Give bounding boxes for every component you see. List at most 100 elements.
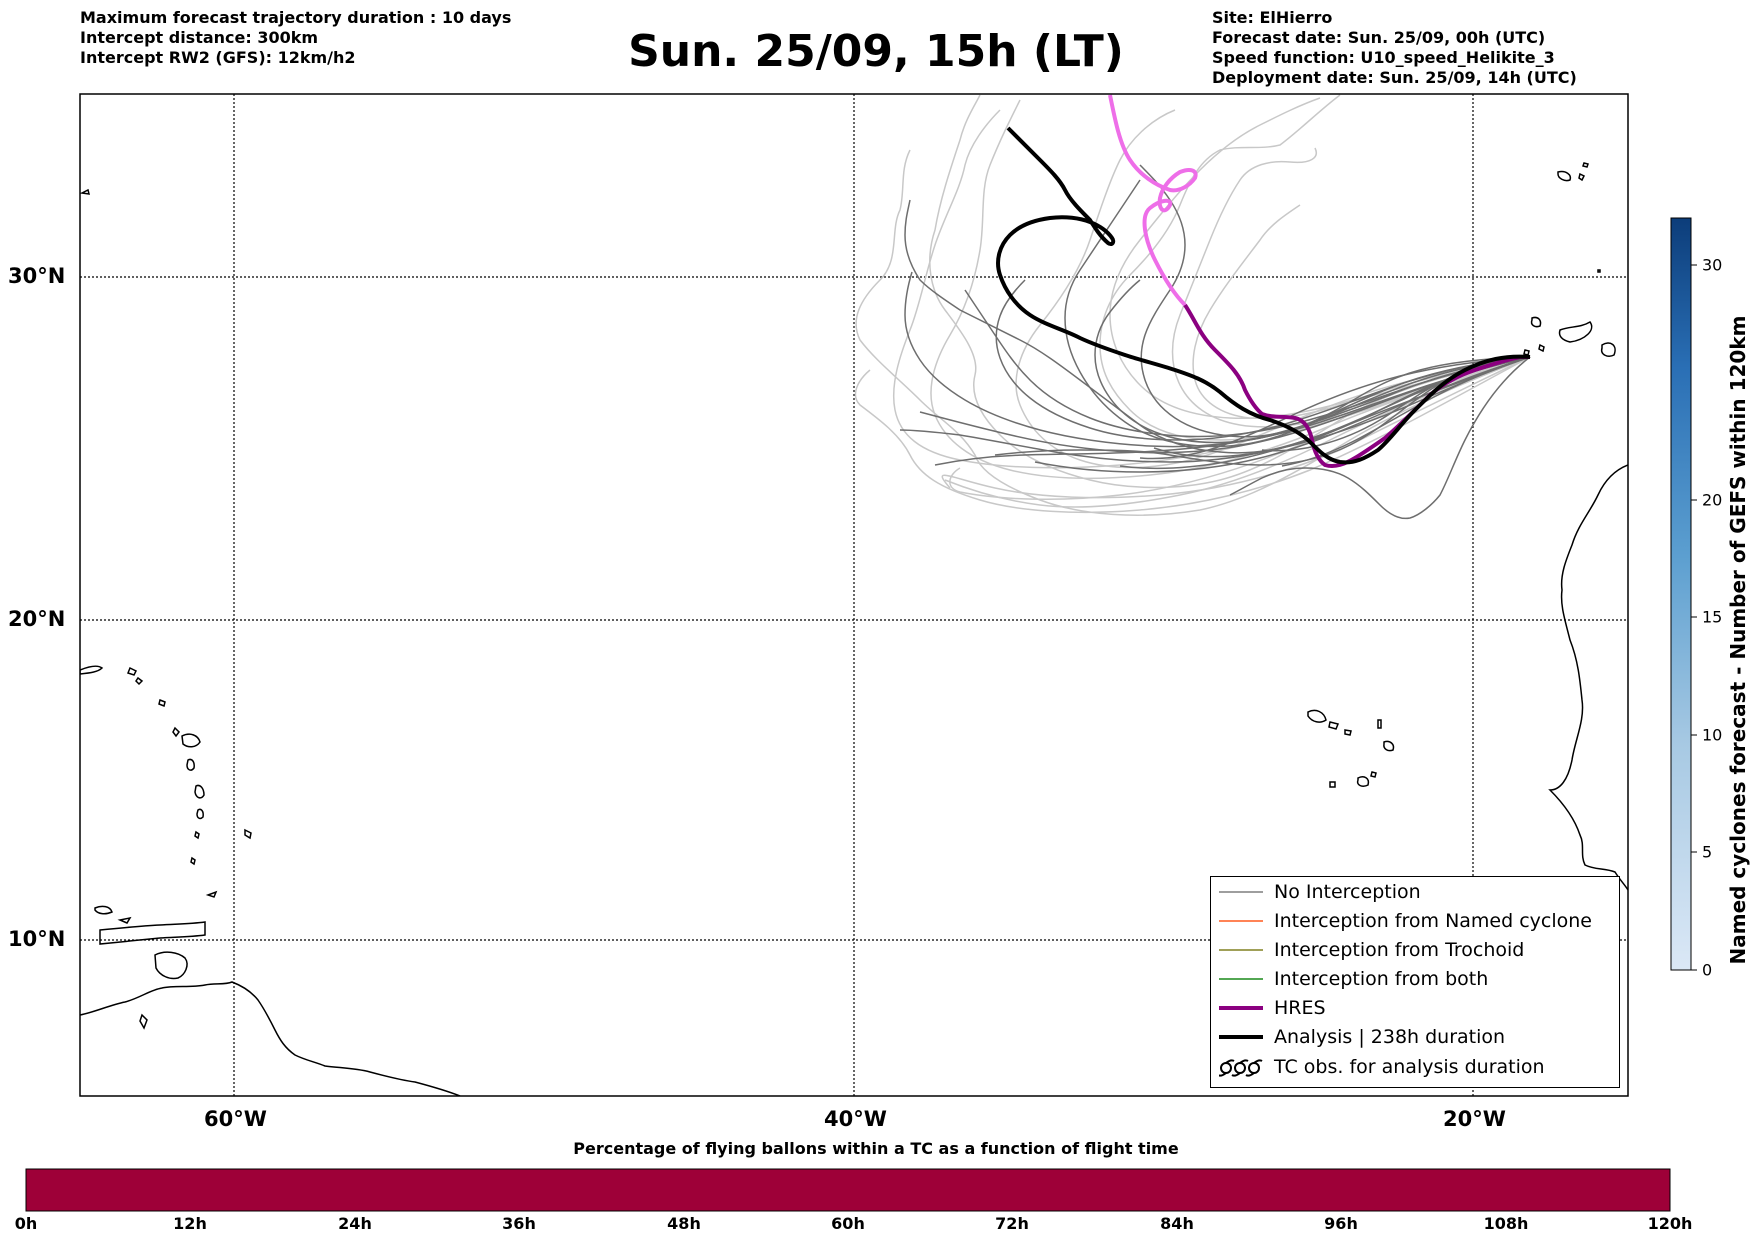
island-cape-verde-2: [1328, 721, 1340, 730]
lat-label-30n: 30°N: [8, 264, 66, 288]
island-canary-1: [1530, 316, 1542, 328]
site-text: Site: ElHierro: [1212, 8, 1333, 27]
max-duration-text: Maximum forecast trajectory duration : 1…: [80, 8, 512, 27]
speed-function-text: Speed function: U10_speed_Helikite_3: [1212, 48, 1555, 67]
lat-label-10n: 10°N: [8, 927, 66, 951]
trajectory-light: [854, 356, 1531, 514]
island-trinidad-small: [139, 1013, 148, 1030]
flight-bar-tick: 120h: [1647, 1214, 1693, 1233]
lon-label-60w: 60°W: [204, 1107, 267, 1131]
trajectory-dark: [994, 356, 1531, 466]
trajectory-dark: [1139, 164, 1531, 438]
island-cape-verde-1: [1307, 709, 1327, 723]
island-aruba: [94, 905, 113, 915]
island-cape-verde-4: [1383, 740, 1395, 752]
island-canary-3: [1538, 343, 1545, 353]
flight-bar-title: Percentage of flying ballons within a TC…: [573, 1139, 1179, 1158]
flight-bar-tick: 12h: [173, 1214, 207, 1233]
coastline-venezuela-east: [99, 921, 206, 945]
island-selvagens: [1597, 269, 1601, 273]
flight-bar-tick: 24h: [338, 1214, 372, 1233]
island-barbados: [244, 828, 252, 840]
island-small-3: [158, 698, 166, 708]
colorbar-tick: 15: [1702, 607, 1723, 627]
trajectory-dark: [995, 279, 1531, 441]
flight-bar-tick: 108h: [1483, 1214, 1529, 1233]
island-cape-verde-8: [1370, 771, 1377, 778]
tc-symbol-icon: [1219, 1059, 1263, 1077]
trajectory-light: [929, 94, 1531, 489]
island-canary-4: [1600, 342, 1616, 357]
island-madeira-2: [1578, 172, 1586, 182]
island-small-4: [172, 726, 180, 738]
island-canary-5: [1523, 349, 1530, 356]
island-st-vincent: [194, 830, 200, 840]
coastline-south-america: [80, 981, 461, 1096]
island-cape-verde-5: [1377, 719, 1382, 729]
colorbar-tick: 20: [1702, 490, 1723, 510]
flight-bar-tick: 96h: [1324, 1214, 1358, 1233]
flight-bar-tick: 84h: [1160, 1214, 1194, 1233]
trajectory-dark: [964, 289, 1531, 438]
island-madeira: [1557, 170, 1572, 182]
island-martinique: [194, 784, 205, 799]
island-canary-2: [1558, 321, 1593, 343]
colorbar: [1670, 217, 1697, 971]
island-small-2: [135, 676, 144, 686]
deployment-date-text: Deployment date: Sun. 25/09, 14h (UTC): [1212, 68, 1577, 87]
trajectory-dark: [1281, 356, 1531, 467]
lon-label-40w: 40°W: [824, 1107, 887, 1131]
trajectory-dark: [904, 199, 1531, 454]
lat-label-20n: 20°N: [8, 607, 66, 631]
colorbar-tick: 10: [1702, 725, 1723, 745]
island-cape-verde-7: [1329, 781, 1336, 788]
island-cape-verde-3: [1344, 729, 1352, 736]
colorbar-tick: 0: [1702, 960, 1713, 980]
trajectory-dark: [1139, 356, 1531, 460]
hres-trajectory-light: [1108, 94, 1198, 307]
flight-bar-fill: [25, 1168, 1671, 1212]
colorbar-label: Named cyclones forecast - Number of GEFS…: [1726, 315, 1750, 965]
lon-label-20w: 20°W: [1443, 1107, 1506, 1131]
coastlines: [80, 162, 1628, 1096]
ensemble-trajectories-dark: [899, 164, 1531, 520]
trajectory-dark: [904, 271, 1531, 448]
island-grenada: [190, 856, 196, 866]
trajectory-light: [944, 356, 1531, 508]
trajectory-light: [1015, 109, 1531, 469]
page-title: Sun. 25/09, 15h (LT): [628, 26, 1124, 77]
forecast-date-text: Forecast date: Sun. 25/09, 00h (UTC): [1212, 28, 1546, 47]
island-tobago: [205, 890, 218, 898]
flight-bar-tick: 60h: [831, 1214, 865, 1233]
coastline-trinidad: [154, 951, 188, 980]
intercept-distance-text: Intercept distance: 300km: [80, 28, 319, 47]
flight-bar-tick: 48h: [667, 1214, 701, 1233]
trajectory-dark: [1229, 356, 1531, 520]
trajectory-light: [1192, 204, 1531, 420]
island-small-1: [127, 666, 138, 676]
island-dominica: [186, 758, 195, 771]
colorbar-fill: [1670, 217, 1692, 971]
header-left: Maximum forecast trajectory duration : 1…: [80, 8, 511, 68]
island-porto-santo: [1582, 162, 1589, 168]
colorbar-tick: 30: [1702, 255, 1723, 275]
flight-time-bar: [25, 1168, 1671, 1212]
trajectory-light: [930, 99, 1531, 480]
coastline-africa: [1548, 464, 1628, 891]
island-cape-verde-6: [1356, 776, 1370, 787]
island-st-lucia: [196, 808, 204, 820]
header-right: Site: ElHierro Forecast date: Sun. 25/09…: [1212, 8, 1577, 88]
trajectory-dark: [1064, 179, 1531, 448]
map-frame: [79, 93, 1629, 1097]
flight-bar-tick: 0h: [14, 1214, 38, 1233]
intercept-rw2-text: Intercept RW2 (GFS): 12km/h2: [80, 48, 356, 67]
coastline-puerto-rico: [80, 665, 104, 675]
legend: No Interception Interception from Named …: [1210, 876, 1620, 1088]
island-guadeloupe: [181, 733, 201, 748]
island-curacao: [117, 916, 132, 924]
analysis-trajectory: [996, 126, 1531, 465]
island-north-left: [80, 188, 90, 195]
trajectory-dark: [899, 356, 1531, 463]
trajectory-light: [1171, 147, 1531, 428]
